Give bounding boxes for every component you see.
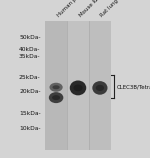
Text: 35kDa-: 35kDa-	[19, 54, 40, 59]
Text: Human plasma: Human plasma	[56, 0, 90, 18]
Text: CLEC3B/Tetranectin: CLEC3B/Tetranectin	[117, 84, 150, 89]
Bar	[67, 21, 89, 150]
Text: 50kDa-: 50kDa-	[19, 35, 40, 40]
Text: 20kDa-: 20kDa-	[19, 89, 40, 94]
Ellipse shape	[92, 81, 108, 95]
Ellipse shape	[49, 92, 63, 103]
Text: 15kDa-: 15kDa-	[19, 111, 40, 116]
Text: 10kDa-: 10kDa-	[19, 126, 40, 131]
Bar	[89, 21, 111, 150]
Text: 25kDa-: 25kDa-	[19, 75, 40, 80]
Ellipse shape	[50, 83, 63, 92]
Ellipse shape	[70, 80, 86, 95]
Ellipse shape	[52, 95, 60, 100]
Ellipse shape	[52, 85, 60, 89]
Bar	[45, 21, 67, 150]
Text: Mouse lung: Mouse lung	[78, 0, 104, 18]
Text: Rat lung: Rat lung	[100, 0, 120, 18]
Ellipse shape	[74, 85, 82, 91]
Text: 40kDa-: 40kDa-	[19, 47, 40, 52]
Ellipse shape	[96, 85, 104, 91]
